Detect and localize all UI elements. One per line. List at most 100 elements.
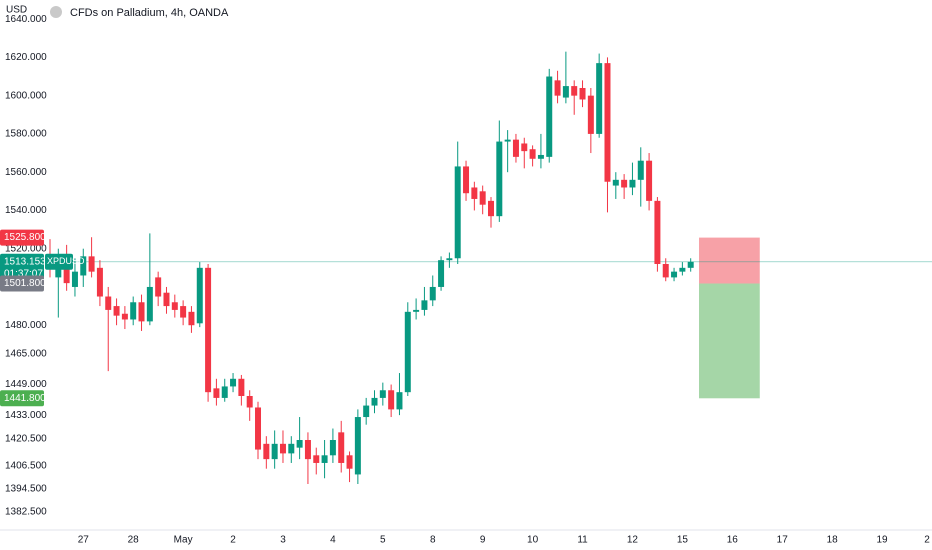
candle-body [338,432,345,463]
last-price-box [0,253,44,281]
candle-body [438,260,445,287]
x-tick-label: 9 [480,535,486,546]
x-tick-label: 3 [280,535,286,546]
candle-body [238,378,245,396]
candle-body [537,154,544,159]
symbol-icon [50,6,62,18]
candle-body [471,187,478,199]
candle-body [388,390,395,410]
entry-label-box [0,275,44,292]
x-tick-label: May [174,535,193,546]
x-tick-label: 18 [827,535,839,546]
candle-body [629,179,636,188]
candle-body [221,386,228,398]
x-tick-label: 16 [727,535,739,546]
x-tick-label: 15 [677,535,689,546]
x-tick-label: 12 [627,535,639,546]
currency: USD [6,5,27,16]
candle-body [404,311,411,393]
x-tick-label: 2 [924,535,930,546]
y-tick-label: 1465.000 [5,349,47,360]
candle-body [571,86,578,96]
x-tick-label: 11 [577,535,588,546]
candle-body [446,258,453,261]
candle-body [562,86,569,98]
candle-body [346,455,353,469]
x-tick-label: 28 [128,535,140,546]
y-tick-label: 1433.000 [5,410,47,421]
candle-body [662,264,669,278]
candle-body [604,63,611,182]
candle-body [255,407,262,450]
x-tick-label: 19 [877,535,889,546]
y-tick-label: 1520.000 [5,243,47,254]
candle-body [105,296,112,310]
candle-body [429,286,436,301]
candle-body [263,443,270,460]
candle-body [612,179,619,186]
candle-body [246,396,253,408]
candle-body [529,149,536,159]
candle-body [488,200,494,217]
candle-body [80,256,87,276]
candle-body [180,306,187,318]
candle-body [163,292,170,307]
entry-label: 1501.800 [4,278,46,289]
candle-body [121,313,128,320]
candle-body [371,397,378,406]
candle-body [687,261,694,268]
candle-body [205,267,212,393]
y-tick-label: 1394.500 [5,483,47,494]
x-tick-label: 5 [380,535,386,546]
symbol-box [45,253,73,270]
x-tick-label: 8 [430,535,436,546]
candle-body [512,139,519,157]
x-tick-label: 10 [527,535,539,546]
candle-body [587,95,594,134]
candle-body [679,267,686,272]
candle-body [146,286,153,322]
candle-body [671,271,678,278]
candle-body [279,443,286,454]
candle-body [454,166,461,259]
stop-label: 1525.800 [4,232,46,243]
candle-body [171,302,178,310]
candle-body [138,302,145,322]
stop-label-box [0,229,44,246]
y-tick-label: 1640.000 [5,14,47,25]
candle-body [379,390,386,398]
y-tick-label: 1382.500 [5,506,47,517]
candle-body [496,141,503,217]
candle-body [71,271,78,287]
candle-body [521,143,528,152]
y-tick-label: 1600.000 [5,90,47,101]
y-tick-label: 1540.000 [5,205,47,216]
x-tick-label: 17 [777,535,789,546]
candle-body [579,88,586,100]
countdown: 01:37:07 [4,268,43,279]
candle-body [554,80,561,96]
candle-body [188,311,195,326]
candle-body [313,455,320,463]
candle-body [113,306,120,316]
candle-body [230,378,237,387]
y-tick-label: 1406.500 [5,460,47,471]
candle-body [546,76,553,157]
candle-body [288,443,295,454]
chart-title: CFDs on Palladium, 4h, OANDA [70,7,229,19]
candle-body [155,277,162,297]
y-tick-label: 1560.000 [5,167,47,178]
x-tick-label: 4 [330,535,336,546]
candle-body [88,256,95,272]
x-tick-label: 2 [230,535,236,546]
candle-body [130,302,137,320]
candle-body [304,440,311,460]
target-label: 1441.800 [4,393,46,404]
candle-body [321,455,328,463]
target-zone [699,283,760,399]
candle-body [354,417,361,475]
candle-body [504,139,511,142]
candle-body [63,258,70,284]
